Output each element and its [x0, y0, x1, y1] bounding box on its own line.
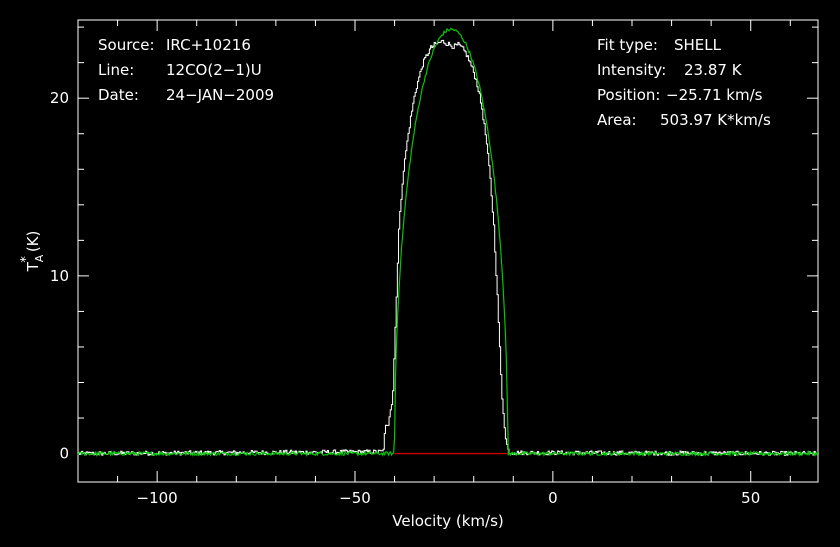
- y-tick-label: 10: [50, 267, 69, 285]
- info-fit-type-value: SHELL: [674, 36, 722, 54]
- info-intensity-key: Intensity:: [597, 61, 666, 79]
- x-tick-label: −50: [339, 489, 371, 507]
- info-date-value: 24−JAN−2009: [166, 86, 274, 104]
- x-tick-labels: −100 −50 0 50: [137, 489, 761, 507]
- info-right-block: Fit type: SHELL Intensity: 23.87 K Posit…: [597, 36, 771, 129]
- info-line-key: Line:: [98, 61, 134, 79]
- y-axis-label: TA* (K): [19, 231, 46, 273]
- info-source-value: IRC+10216: [166, 36, 251, 54]
- axis-ticks: [77, 20, 818, 482]
- info-source-key: Source:: [98, 36, 155, 54]
- y-axis-label-unit: (K): [24, 231, 42, 253]
- info-intensity-value: 23.87 K: [684, 61, 743, 79]
- y-tick-labels: 0 10 20: [50, 89, 69, 462]
- y-axis-label-main: T: [24, 261, 42, 272]
- observed-spectrum: [78, 39, 819, 457]
- svg-text:TA*(K): TA* (K): [19, 231, 46, 273]
- info-position-key: Position:: [597, 86, 660, 104]
- series-layer: [77, 27, 819, 457]
- x-tick-label: 50: [741, 489, 760, 507]
- x-tick-label: 0: [548, 489, 558, 507]
- x-tick-label: −100: [137, 489, 178, 507]
- info-fit-type-key: Fit type:: [597, 36, 658, 54]
- plot-frame: [77, 19, 819, 483]
- y-axis-label-sub: A: [33, 254, 46, 262]
- info-date-key: Date:: [98, 86, 139, 104]
- info-line-value: 12CO(2−1)U: [166, 61, 262, 79]
- y-tick-label: 20: [50, 89, 69, 107]
- info-position-value: −25.71 km/s: [666, 86, 763, 104]
- y-tick-label: 0: [59, 445, 69, 463]
- x-axis-label: Velocity (km/s): [392, 512, 503, 530]
- info-area-value: 503.97 K*km/s: [660, 111, 771, 129]
- y-axis-label-sup: *: [19, 256, 34, 263]
- info-area-key: Area:: [597, 111, 637, 129]
- shell-fit-curve: [77, 27, 819, 457]
- info-left-block: Source: IRC+10216 Line: 12CO(2−1)U Date:…: [98, 36, 274, 104]
